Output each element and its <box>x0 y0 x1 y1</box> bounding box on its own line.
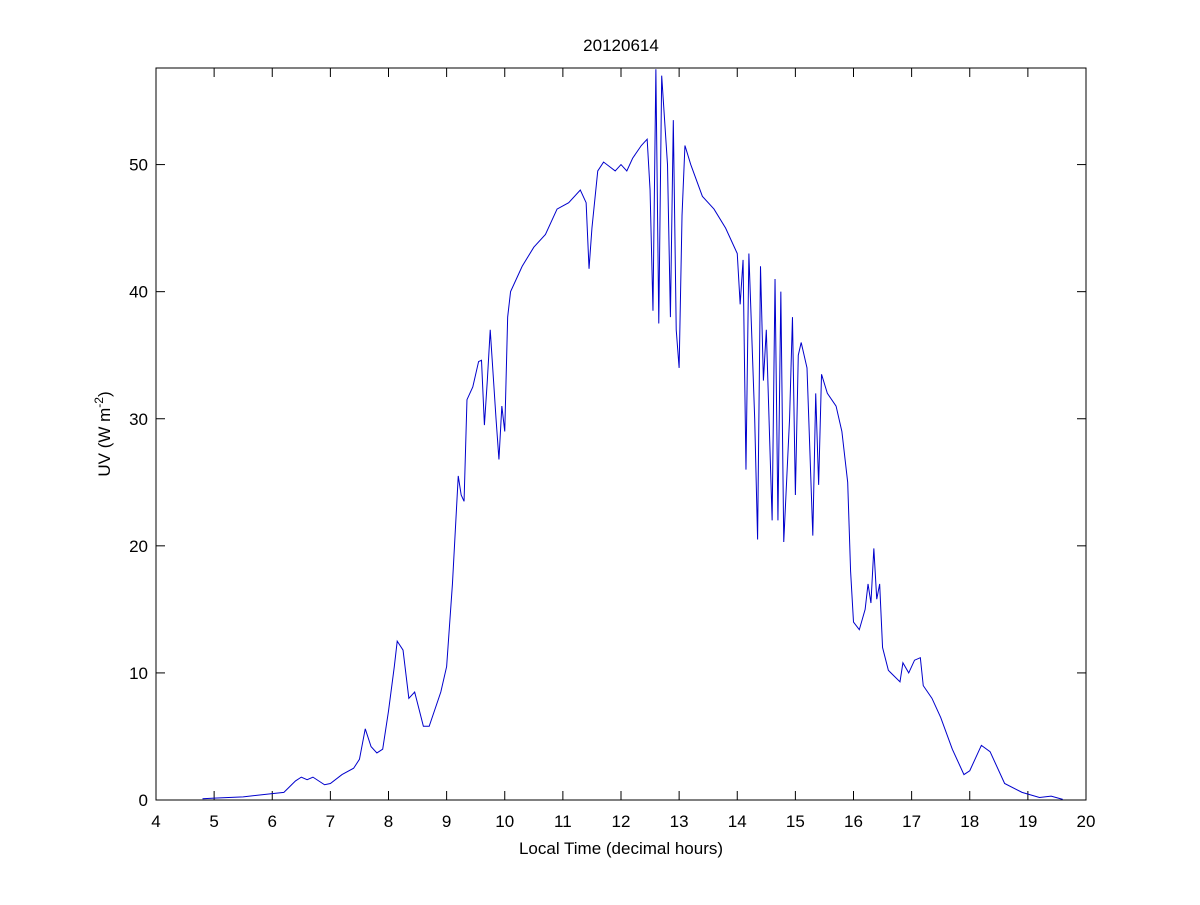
x-tick-label: 18 <box>960 812 979 831</box>
x-tick-label: 16 <box>844 812 863 831</box>
y-tick-label: 0 <box>139 791 148 810</box>
y-tick-label: 20 <box>129 537 148 556</box>
y-tick-label: 10 <box>129 664 148 683</box>
y-axis-label: UV (W m-2) <box>92 391 114 476</box>
x-tick-label: 4 <box>151 812 160 831</box>
x-axis-label: Local Time (decimal hours) <box>519 839 723 858</box>
x-tick-label: 19 <box>1018 812 1037 831</box>
x-tick-label: 6 <box>268 812 277 831</box>
y-label-superscript: -2 <box>92 397 106 408</box>
x-tick-label: 12 <box>612 812 631 831</box>
x-tick-label: 8 <box>384 812 393 831</box>
y-label-text: UV (W m <box>95 408 114 477</box>
y-tick-label: 50 <box>129 156 148 175</box>
x-tick-label: 15 <box>786 812 805 831</box>
plot-frame <box>155 67 1087 801</box>
y-label-suffix: ) <box>95 391 114 397</box>
x-tick-label: 7 <box>326 812 335 831</box>
x-tick-label: 10 <box>495 812 514 831</box>
y-tick-label: 30 <box>129 410 148 429</box>
x-tick-label: 17 <box>902 812 921 831</box>
x-tick-label: 9 <box>442 812 451 831</box>
x-tick-label: 11 <box>554 812 572 831</box>
y-tick-label: 40 <box>129 283 148 302</box>
x-tick-label: 13 <box>670 812 689 831</box>
x-tick-label: 20 <box>1077 812 1096 831</box>
x-tick-label: 5 <box>209 812 218 831</box>
x-tick-label: 14 <box>728 812 747 831</box>
data-line <box>202 69 1063 800</box>
chart-title: 20120614 <box>583 36 659 55</box>
